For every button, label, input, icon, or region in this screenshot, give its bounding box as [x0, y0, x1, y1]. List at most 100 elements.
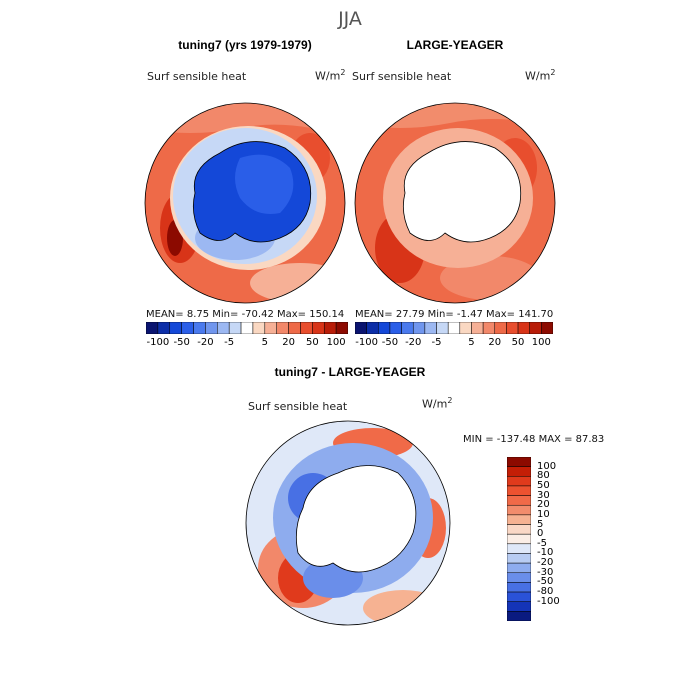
colorbar-swatch [366, 322, 379, 334]
colorbar-tick-label: -10 [537, 547, 554, 559]
colorbar-swatch [494, 322, 507, 334]
colorbar-tick-label: -100 [355, 337, 378, 348]
colorbar-swatch [252, 322, 266, 334]
colorbar-swatch [240, 322, 254, 334]
colorbar-swatch [507, 495, 531, 506]
colorbar-swatch [507, 476, 531, 487]
panel-1-stats: MEAN= 8.75 Min= -70.42 Max= 150.14 [146, 309, 345, 320]
colorbar-tick-label: 20 [488, 337, 502, 348]
colorbar-tick-label: -50 [537, 576, 554, 588]
panel-1-colorbar [146, 322, 348, 334]
colorbar-swatch [507, 553, 531, 564]
colorbar-swatch [507, 457, 531, 467]
colorbar-swatch [181, 322, 194, 334]
colorbar-swatch [507, 591, 531, 602]
colorbar-swatch [507, 524, 531, 535]
colorbar-tick-label: -100 [537, 595, 560, 607]
colorbar-swatch [300, 322, 313, 334]
colorbar-swatch [323, 322, 337, 334]
panel-1-title: tuning7 (yrs 1979-1979) [178, 38, 312, 52]
colorbar-tick-label: 100 [537, 460, 557, 472]
colorbar-swatch [312, 322, 325, 334]
colorbar-swatch [541, 322, 553, 334]
colorbar-tick-label: -80 [537, 586, 554, 598]
colorbar-tick-label: 100 [531, 337, 551, 348]
colorbar-swatch [436, 322, 449, 334]
colorbar-swatch [507, 485, 531, 496]
panel-1-units-label: W/m2 [315, 68, 346, 83]
colorbar-tick-label: -5 [224, 337, 235, 348]
colorbar-tick-label: 20 [282, 337, 295, 348]
colorbar-swatch [424, 322, 437, 334]
colorbar-swatch [507, 572, 531, 583]
colorbar-swatch [389, 322, 402, 334]
colorbar-tick-label: 5 [468, 337, 475, 348]
colorbar-swatch [459, 322, 472, 334]
colorbar-swatch [507, 514, 531, 525]
diff-panel-title: tuning7 - LARGE-YEAGER [274, 365, 426, 379]
panel-1-map [144, 102, 346, 304]
panel-2-colorbar [355, 322, 553, 334]
season-title: JJA [338, 8, 362, 30]
colorbar-swatch [412, 322, 426, 334]
colorbar-swatch [529, 322, 542, 334]
colorbar-tick-label: -5 [537, 537, 547, 549]
panel-2-variable-label: Surf sensible heat [352, 70, 452, 83]
colorbar-tick-label: 100 [326, 337, 346, 348]
diff-panel-units-label: W/m2 [422, 396, 453, 411]
colorbar-swatch [146, 322, 159, 334]
diff-panel-minmax: MIN = -137.48 MAX = 87.83 [463, 434, 605, 445]
panel-1-variable-label: Surf sensible heat [147, 70, 247, 83]
colorbar-swatch [217, 322, 230, 334]
diff-panel-variable-label: Surf sensible heat [248, 400, 348, 413]
panel-1-colorbar-labels: -100 -50 -20 -5 5 20 50 100 [146, 337, 348, 351]
colorbar-swatch [507, 562, 531, 574]
colorbar-tick-label: 50 [511, 337, 525, 348]
colorbar-swatch [401, 322, 414, 334]
colorbar-tick-label: 50 [537, 479, 550, 491]
colorbar-swatch [507, 543, 531, 554]
colorbar-tick-label: -30 [537, 566, 554, 578]
colorbar-tick-label: -100 [146, 337, 170, 348]
colorbar-swatch [355, 322, 367, 334]
colorbar-swatch [228, 322, 242, 334]
colorbar-swatch [447, 322, 461, 334]
colorbar-tick-label: -20 [197, 337, 214, 348]
colorbar-swatch [471, 322, 484, 334]
colorbar-swatch [193, 322, 206, 334]
colorbar-swatch [157, 322, 171, 334]
colorbar-swatch [264, 322, 277, 334]
colorbar-tick-label: 10 [537, 508, 550, 520]
diff-colorbar-labels: 100 80 50 30 20 10 5 0 -5 -10 -20 -30 -50 -80 -100 [537, 457, 577, 621]
colorbar-swatch [276, 322, 289, 334]
diff-panel-map [245, 420, 451, 626]
colorbar-tick-label: -20 [537, 557, 554, 569]
panel-2-units-label: W/m2 [525, 68, 556, 83]
colorbar-tick-label: -20 [405, 337, 422, 348]
colorbar-tick-label: 80 [537, 470, 550, 482]
colorbar-swatch [205, 322, 218, 334]
colorbar-tick-label: 20 [537, 499, 550, 511]
colorbar-tick-label: 30 [537, 489, 550, 501]
colorbar-swatch [378, 322, 391, 334]
panel-2-map [354, 102, 556, 304]
panel-2-stats: MEAN= 27.79 Min= -1.47 Max= 141.70 [355, 309, 554, 320]
panel-2-colorbar-labels: -100 -50 -20 -5 5 20 50 100 [355, 337, 553, 351]
colorbar-swatch [517, 322, 530, 334]
colorbar-tick-label: -50 [381, 337, 399, 348]
colorbar-swatch [482, 322, 496, 334]
colorbar-tick-label: 5 [537, 518, 544, 530]
colorbar-swatch [169, 322, 182, 334]
diff-colorbar [507, 457, 531, 621]
colorbar-swatch [507, 466, 531, 477]
colorbar-swatch [507, 504, 531, 516]
colorbar-swatch [507, 611, 531, 621]
colorbar-swatch [507, 582, 531, 593]
colorbar-swatch [288, 322, 301, 334]
colorbar-swatch [506, 322, 519, 334]
colorbar-swatch [507, 533, 531, 545]
colorbar-tick-label: -5 [431, 337, 442, 348]
colorbar-tick-label: 0 [537, 528, 544, 540]
colorbar-tick-label: 50 [305, 337, 319, 348]
colorbar-swatch [335, 322, 348, 334]
